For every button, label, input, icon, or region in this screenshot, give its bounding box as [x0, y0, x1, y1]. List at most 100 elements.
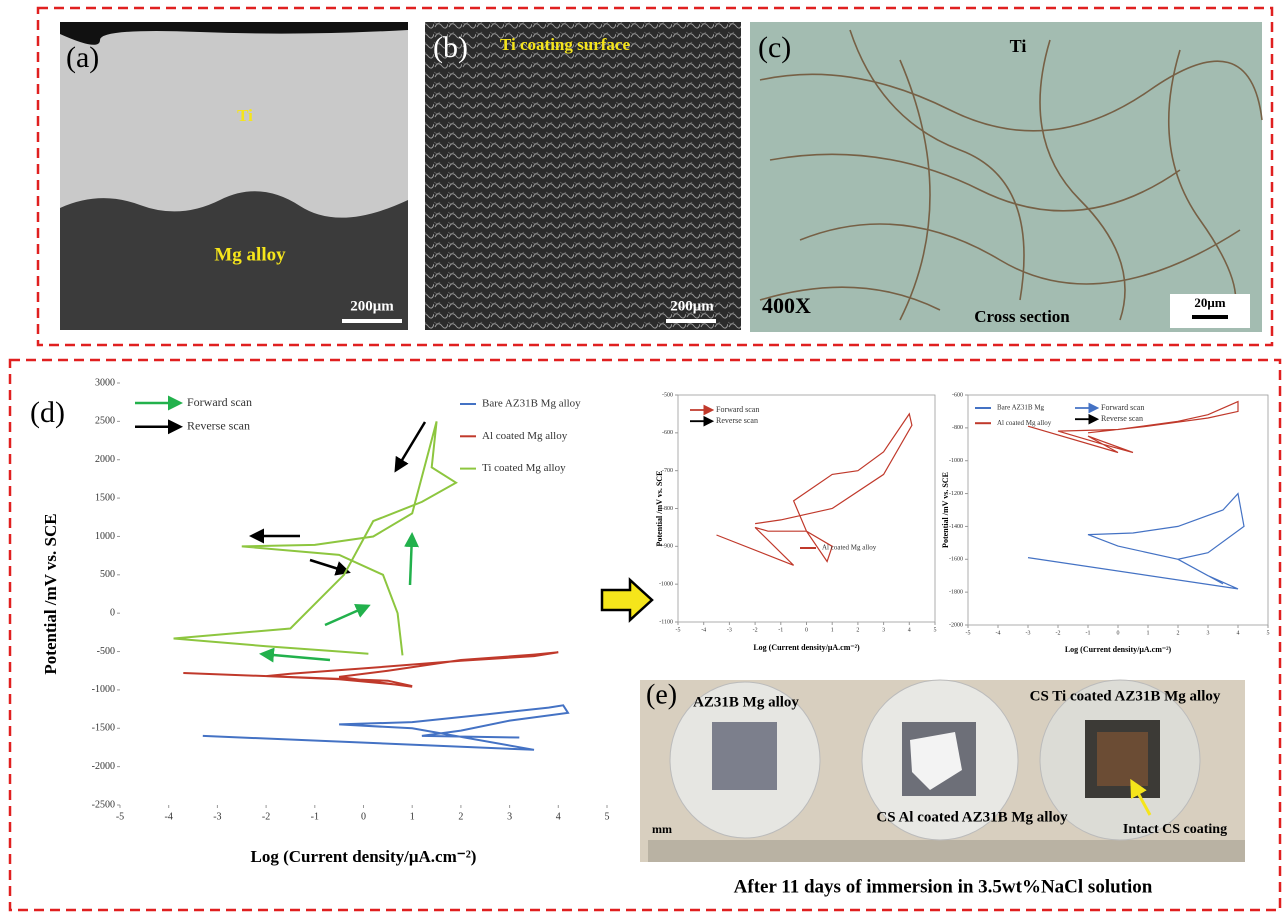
x-tick-label: -3	[213, 811, 221, 822]
x-tick-label: -2	[262, 811, 270, 822]
x-tick-label: 3	[1207, 630, 1210, 636]
legend-label: Bare AZ31B Mg alloy	[482, 398, 581, 410]
panel-label: (e)	[646, 679, 677, 710]
arrow	[404, 532, 420, 586]
y-tick-label: -2500	[92, 799, 115, 810]
legend-label: Bare AZ31B Mg	[997, 404, 1045, 412]
y-tick-label: -1800	[949, 590, 963, 596]
y-tick-label: 500	[100, 569, 115, 580]
y-tick-label: 0	[110, 607, 115, 618]
y-tick-label: -600	[952, 392, 963, 398]
y-tick-label: -2000	[92, 761, 115, 772]
x-tick-label: -5	[966, 630, 971, 636]
series-line	[202, 704, 570, 751]
x-tick-label: -5	[676, 627, 681, 633]
arrow	[1130, 778, 1152, 816]
y-tick-label: -600	[662, 430, 673, 436]
x-tick-label: -1	[311, 811, 319, 822]
x-tick-label: 2	[458, 811, 463, 822]
x-tick-label: 4	[1237, 630, 1240, 636]
legend-label: Reverse scan	[187, 419, 250, 433]
y-tick-label: -700	[662, 468, 673, 474]
label: Ti coating surface	[500, 35, 630, 54]
x-tick-label: -3	[1026, 630, 1031, 636]
legend-label: Al coated Mg alloy	[822, 544, 877, 552]
frame-top	[36, 6, 1274, 347]
panel-e: (e) AZ31B Mg alloy CS Ti coated AZ31B Mg…	[640, 679, 1245, 897]
arrow	[309, 558, 351, 576]
y-axis-label: Potential /mV vs. SCE	[41, 513, 60, 674]
x-axis-label: Log (Current density/μA.cm⁻²)	[1065, 645, 1172, 654]
sample-al	[910, 732, 962, 790]
label: AZ31B Mg alloy	[693, 694, 799, 710]
y-tick-label: -500	[662, 392, 673, 398]
y-tick-label: -900	[662, 544, 673, 550]
legend-label: Al coated Mg alloy	[997, 419, 1052, 427]
x-tick-label: 3	[882, 627, 885, 633]
series-line	[716, 412, 913, 566]
x-tick-label: 4	[556, 811, 561, 822]
panel-label: (d)	[30, 396, 65, 429]
legend-label: Ti coated Mg alloy	[482, 462, 566, 474]
scale-bar	[666, 319, 716, 323]
x-tick-label: 0	[805, 627, 808, 633]
label: Ti	[1010, 36, 1027, 56]
x-tick-label: -2	[1056, 630, 1061, 636]
x-tick-label: 0	[1117, 630, 1120, 636]
x-tick-label: 1	[831, 627, 834, 633]
x-axis-label: Log (Current density/μA.cm⁻²)	[251, 847, 477, 866]
x-tick-label: 1	[1147, 630, 1150, 636]
ruler	[648, 840, 1245, 862]
x-tick-label: -4	[996, 630, 1001, 636]
y-tick-label: -1600	[949, 557, 963, 563]
sample	[712, 722, 777, 790]
panel-c: (c) Ti 400X Cross section 20μm	[750, 22, 1263, 332]
series-line	[1027, 400, 1239, 454]
legend-label: Forward scan	[716, 405, 759, 414]
y-tick-label: -800	[952, 425, 963, 431]
label: CS Al coated AZ31B Mg alloy	[876, 809, 1068, 825]
transition-arrow	[600, 577, 654, 623]
x-tick-label: -3	[727, 627, 732, 633]
x-tick-label: 5	[1267, 630, 1270, 636]
y-tick-label: 2500	[95, 416, 115, 427]
y-tick-label: -1000	[949, 458, 963, 464]
scale-box	[1170, 294, 1250, 328]
y-axis-label: Potential /mV vs. SCE	[655, 471, 664, 547]
y-tick-label: 1000	[95, 531, 115, 542]
x-tick-label: 3	[507, 811, 512, 822]
x-tick-label: -1	[1086, 630, 1091, 636]
scale-label: 200μm	[670, 298, 714, 314]
panel-b: (b) Ti coating surface 200μm	[425, 22, 741, 330]
y-tick-label: -2000	[949, 622, 963, 628]
sample-ti	[1097, 732, 1148, 786]
y-tick-label: -1200	[949, 491, 963, 497]
x-tick-label: 4	[908, 627, 911, 633]
series-line	[173, 421, 458, 656]
x-tick-label: -4	[701, 627, 706, 633]
y-tick-label: -1100	[659, 619, 673, 625]
legend-label: Forward scan	[187, 395, 252, 409]
x-tick-label: 2	[1177, 630, 1180, 636]
image	[425, 22, 741, 330]
y-tick-label: -1500	[92, 723, 115, 734]
legend-label: Reverse scan	[1101, 414, 1143, 423]
legend-label: Al coated Mg alloy	[482, 430, 568, 442]
scale-label: 200μm	[350, 298, 394, 314]
x-tick-label: 1	[410, 811, 415, 822]
label: Cross section	[974, 307, 1070, 326]
scale-label: 20μm	[1194, 295, 1225, 310]
scale-bar	[342, 319, 402, 323]
scale-bar	[1192, 315, 1228, 319]
x-tick-label: 2	[856, 627, 859, 633]
legend-label: Reverse scan	[716, 416, 758, 425]
y-tick-label: -1000	[659, 582, 673, 588]
mg-region	[60, 191, 408, 330]
panel-a: (a) Ti Mg alloy 200μm	[60, 22, 408, 330]
arrow	[259, 647, 331, 663]
panel-label: (a)	[66, 41, 99, 74]
legend-label: Forward scan	[1101, 403, 1144, 412]
series-line	[1027, 492, 1245, 590]
caption: After 11 days of immersion in 3.5wt%NaCl…	[734, 876, 1153, 897]
grain-boundaries	[759, 29, 1263, 321]
